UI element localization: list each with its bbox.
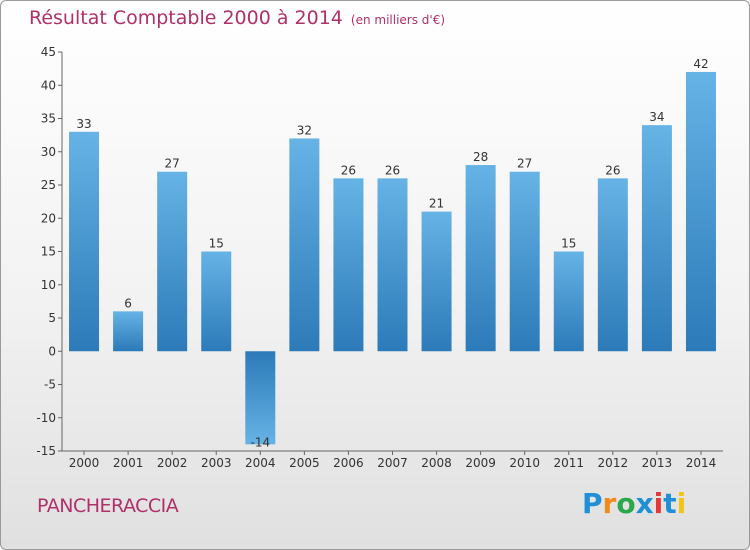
y-tick-label: 45 xyxy=(41,45,56,59)
logo-letter: P xyxy=(582,487,603,520)
data-label: 27 xyxy=(517,157,532,171)
y-tick-label: 5 xyxy=(48,311,56,325)
y-tick-label: 25 xyxy=(41,178,56,192)
data-label: 42 xyxy=(693,57,708,71)
x-tick-label: 2004 xyxy=(245,456,276,470)
data-label: 6 xyxy=(124,296,132,310)
logo-letter: r xyxy=(602,487,617,520)
data-label: 27 xyxy=(165,157,180,171)
y-tick-label: 15 xyxy=(41,245,56,259)
logo-letter: i xyxy=(676,487,687,520)
data-label: 15 xyxy=(561,237,576,251)
bar xyxy=(69,131,100,352)
logo-letter: i xyxy=(653,487,664,520)
data-label: 28 xyxy=(473,150,488,164)
data-label: 34 xyxy=(649,110,664,124)
proxiti-logo: Proxiti xyxy=(582,487,686,520)
axes: -15 -10 -5 0 5 10 15 20 25 30 35 40 45 2000 2001 2002 20… xyxy=(36,45,723,470)
y-tick-label: 0 xyxy=(48,344,56,358)
x-tick-label: 2001 xyxy=(113,456,144,470)
bar xyxy=(685,71,716,352)
commune-name: PANCHERACCIA xyxy=(37,495,179,517)
data-label: -14 xyxy=(250,435,270,449)
y-tick-label: -10 xyxy=(36,411,56,425)
bar xyxy=(421,211,452,352)
data-labels: 33 6 27 15 -14 32 26 26 21 28 27 15 26 34 42 xyxy=(76,57,708,449)
bar xyxy=(333,178,364,352)
logo-letter: x xyxy=(635,487,654,520)
x-tick-label: 2005 xyxy=(289,456,320,470)
data-label: 15 xyxy=(209,237,224,251)
logo-letter: t xyxy=(663,487,677,520)
title-text: Résultat Comptable 2000 à 2014 xyxy=(29,7,343,29)
y-tick-label: 40 xyxy=(41,78,56,92)
y-tick-label: -15 xyxy=(36,444,56,458)
x-tick-label: 2009 xyxy=(465,456,496,470)
data-label: 21 xyxy=(429,197,444,211)
y-tick-label: 20 xyxy=(41,211,56,225)
bars xyxy=(69,71,716,445)
x-tick-label: 2014 xyxy=(686,456,717,470)
y-tick-label: -5 xyxy=(44,378,56,392)
x-tick-label: 2013 xyxy=(642,456,673,470)
x-tick-label: 2007 xyxy=(377,456,408,470)
x-tick-label: 2006 xyxy=(333,456,364,470)
bar xyxy=(201,251,232,352)
bar xyxy=(289,138,320,352)
x-tick-label: 2012 xyxy=(598,456,629,470)
data-label: 33 xyxy=(76,117,91,131)
bar xyxy=(553,251,584,352)
x-tick-label: 2010 xyxy=(509,456,540,470)
bar xyxy=(597,178,628,352)
title-unit: (en milliers d'€) xyxy=(350,13,446,27)
y-tick-label: 10 xyxy=(41,278,56,292)
bar xyxy=(113,311,144,352)
logo-letter: o xyxy=(616,487,636,520)
bar xyxy=(641,125,672,352)
y-tick-label: 30 xyxy=(41,145,56,159)
bar xyxy=(377,178,408,352)
chart-title: Résultat Comptable 2000 à 2014 (en millie… xyxy=(29,7,445,29)
x-tick-label: 2011 xyxy=(553,456,584,470)
bar xyxy=(245,351,276,445)
data-label: 26 xyxy=(385,163,400,177)
bar xyxy=(509,171,540,352)
x-tick-label: 2003 xyxy=(201,456,232,470)
y-tick-label: 35 xyxy=(41,112,56,126)
bar xyxy=(465,165,496,352)
bar xyxy=(157,171,188,352)
x-tick-label: 2002 xyxy=(157,456,188,470)
x-tick-label: 2000 xyxy=(69,456,100,470)
data-label: 26 xyxy=(605,163,620,177)
data-label: 32 xyxy=(297,123,312,137)
x-tick-label: 2008 xyxy=(421,456,452,470)
data-label: 26 xyxy=(341,163,356,177)
